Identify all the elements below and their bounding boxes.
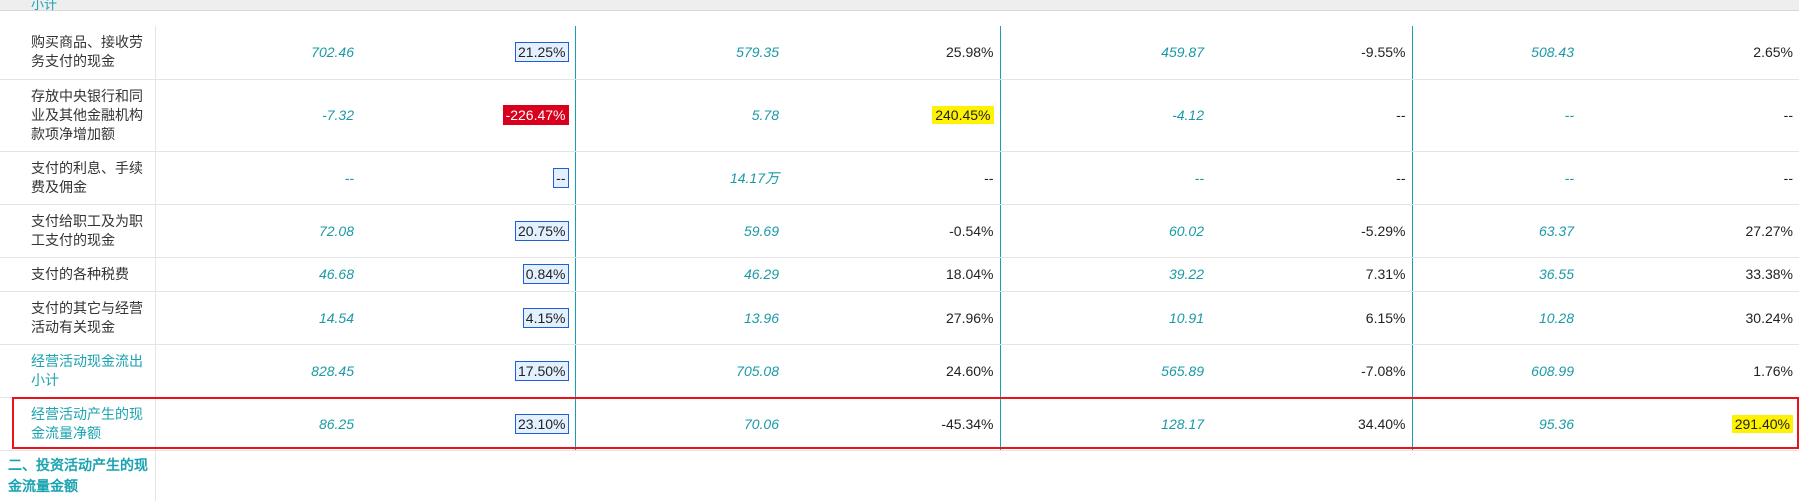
table-row: 支付的其它与经营活动有关现金 14.54 4.15% 13.96 27.96% … bbox=[0, 291, 1799, 345]
table-row: 经营活动现金流出小计 828.45 17.50% 705.08 24.60% 5… bbox=[0, 344, 1799, 398]
yoy-cell: 25.98% bbox=[785, 26, 1001, 80]
yoy-badge: 23.10% bbox=[360, 397, 576, 451]
value-cell[interactable]: 508.43 bbox=[1412, 26, 1580, 80]
yoy-cell: -- bbox=[785, 151, 1001, 205]
yoy-highlight: 240.45% bbox=[785, 79, 1001, 152]
yoy-cell: -5.29% bbox=[1210, 204, 1413, 258]
table-row: 支付的利息、手续费及佣金 -- -- 14.17万 -- -- -- -- -- bbox=[0, 151, 1799, 205]
value-cell[interactable]: 72.08 bbox=[155, 204, 360, 258]
yoy-cell: 1.76% bbox=[1580, 344, 1799, 398]
yoy-cell: 33.38% bbox=[1580, 257, 1799, 292]
yoy-highlight: 291.40% bbox=[1580, 397, 1799, 451]
value-cell[interactable]: -4.12 bbox=[1000, 79, 1210, 152]
table-row: 存放中央银行和同业及其他金融机构款项净增加额 -7.32 -226.47% 5.… bbox=[0, 79, 1799, 152]
value-cell[interactable]: -- bbox=[1000, 151, 1210, 205]
yoy-cell: -0.54% bbox=[785, 204, 1001, 258]
value-cell[interactable]: -- bbox=[155, 151, 360, 205]
table-row: 支付给职工及为职工支付的现金 72.08 20.75% 59.69 -0.54%… bbox=[0, 204, 1799, 258]
yoy-badge: 20.75% bbox=[360, 204, 576, 258]
value-cell[interactable]: 705.08 bbox=[575, 344, 785, 398]
yoy-cell: 27.27% bbox=[1580, 204, 1799, 258]
value-cell[interactable]: 95.36 bbox=[1412, 397, 1580, 451]
row-label: 购买商品、接收劳务支付的现金 bbox=[0, 26, 155, 80]
yoy-cell: 2.65% bbox=[1580, 26, 1799, 80]
yoy-cell: 27.96% bbox=[785, 291, 1001, 345]
yoy-cell: -7.08% bbox=[1210, 344, 1413, 398]
value-cell[interactable]: 13.96 bbox=[575, 291, 785, 345]
cash-flow-table: 购买商品、接收劳务支付的现金 702.46 21.25% 579.35 25.9… bbox=[0, 26, 1799, 501]
value-cell[interactable]: -7.32 bbox=[155, 79, 360, 152]
yoy-cell: 34.40% bbox=[1210, 397, 1413, 451]
yoy-cell: -- bbox=[1580, 79, 1799, 152]
value-cell[interactable]: 5.78 bbox=[575, 79, 785, 152]
value-cell[interactable]: 579.35 bbox=[575, 26, 785, 80]
yoy-badge: 4.15% bbox=[360, 291, 576, 345]
value-cell[interactable]: 14.54 bbox=[155, 291, 360, 345]
value-cell[interactable]: 128.17 bbox=[1000, 397, 1210, 451]
value-cell[interactable]: 46.68 bbox=[155, 257, 360, 292]
value-cell[interactable]: -- bbox=[1412, 79, 1580, 152]
value-cell[interactable]: 828.45 bbox=[155, 344, 360, 398]
row-label: 支付的其它与经营活动有关现金 bbox=[0, 291, 155, 345]
clipped-row-label: 小计 bbox=[31, 0, 58, 12]
row-label-link[interactable]: 经营活动现金流出小计 bbox=[0, 344, 155, 398]
row-label: 支付的各种税费 bbox=[0, 257, 155, 292]
yoy-cell: -- bbox=[1210, 79, 1413, 152]
value-cell[interactable]: 46.29 bbox=[575, 257, 785, 292]
yoy-cell: -- bbox=[1210, 151, 1413, 205]
row-label: 存放中央银行和同业及其他金融机构款项净增加额 bbox=[0, 79, 155, 152]
row-label-link[interactable]: 经营活动产生的现金流量净额 bbox=[0, 397, 155, 451]
value-cell[interactable]: 10.91 bbox=[1000, 291, 1210, 345]
value-cell[interactable]: 86.25 bbox=[155, 397, 360, 451]
value-cell[interactable]: 702.46 bbox=[155, 26, 360, 80]
table-row-net-operating-cash-flow: 经营活动产生的现金流量净额 86.25 23.10% 70.06 -45.34%… bbox=[0, 397, 1799, 451]
value-cell[interactable]: -- bbox=[1412, 151, 1580, 205]
value-cell[interactable]: 565.89 bbox=[1000, 344, 1210, 398]
value-cell[interactable]: 59.69 bbox=[575, 204, 785, 258]
row-label: 支付的利息、手续费及佣金 bbox=[0, 151, 155, 205]
yoy-cell: 18.04% bbox=[785, 257, 1001, 292]
section-row: 二、投资活动产生的现金流量金额 bbox=[0, 450, 1799, 501]
yoy-badge: 21.25% bbox=[360, 26, 576, 80]
yoy-badge: 0.84% bbox=[360, 257, 576, 292]
row-label: 支付给职工及为职工支付的现金 bbox=[0, 204, 155, 258]
yoy-cell: 7.31% bbox=[1210, 257, 1413, 292]
value-cell[interactable]: 14.17万 bbox=[575, 151, 785, 205]
yoy-cell: 6.15% bbox=[1210, 291, 1413, 345]
yoy-badge: 17.50% bbox=[360, 344, 576, 398]
value-cell[interactable]: 63.37 bbox=[1412, 204, 1580, 258]
value-cell[interactable]: 608.99 bbox=[1412, 344, 1580, 398]
value-cell[interactable]: 459.87 bbox=[1000, 26, 1210, 80]
table-row: 支付的各种税费 46.68 0.84% 46.29 18.04% 39.22 7… bbox=[0, 257, 1799, 292]
table-header-strip bbox=[0, 0, 1799, 11]
yoy-badge: -- bbox=[360, 151, 576, 205]
yoy-cell: -- bbox=[1580, 151, 1799, 205]
value-cell[interactable]: 70.06 bbox=[575, 397, 785, 451]
value-cell[interactable]: 39.22 bbox=[1000, 257, 1210, 292]
table-row: 购买商品、接收劳务支付的现金 702.46 21.25% 579.35 25.9… bbox=[0, 26, 1799, 80]
section-title: 二、投资活动产生的现金流量金额 bbox=[8, 456, 148, 494]
yoy-cell: 30.24% bbox=[1580, 291, 1799, 345]
yoy-cell: -9.55% bbox=[1210, 26, 1413, 80]
value-cell[interactable]: 10.28 bbox=[1412, 291, 1580, 345]
yoy-badge: -226.47% bbox=[360, 79, 576, 152]
yoy-cell: -45.34% bbox=[785, 397, 1001, 451]
value-cell[interactable]: 36.55 bbox=[1412, 257, 1580, 292]
yoy-cell: 24.60% bbox=[785, 344, 1001, 398]
value-cell[interactable]: 60.02 bbox=[1000, 204, 1210, 258]
